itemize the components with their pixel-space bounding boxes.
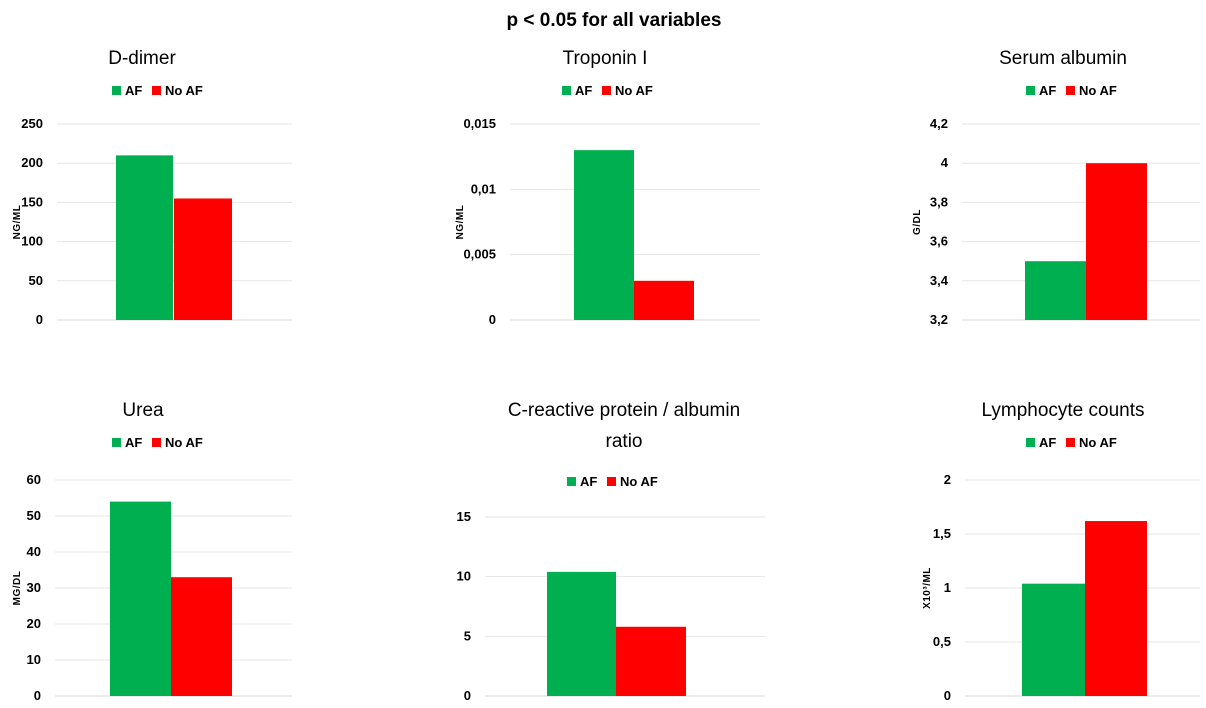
chart-title: D-dimer [108, 48, 176, 69]
chart-2: Troponin I AF No AF 0 0,005 0,01 0,015 NG/ML [455, 48, 760, 327]
legend-label: AF [125, 83, 142, 98]
legend-label: AF [575, 83, 592, 98]
y-tick-label: 4 [941, 155, 949, 170]
legend-swatch-no-af [1066, 438, 1075, 447]
bar-no-af [1085, 521, 1147, 696]
y-tick-label: 10 [457, 569, 471, 584]
y-tick-label: 150 [21, 194, 43, 209]
bar-af [547, 571, 616, 696]
legend-swatch-af [1026, 438, 1035, 447]
legend-label: No AF [620, 474, 658, 489]
y-tick-label: 0 [34, 688, 41, 703]
legend-label: AF [580, 474, 597, 489]
y-tick-label: 20 [27, 616, 41, 631]
y-tick-label: 50 [29, 273, 43, 288]
legend-label: AF [1039, 435, 1056, 450]
bar-af [116, 155, 173, 320]
y-tick-label: 250 [21, 116, 43, 131]
y-tick-label: 0 [944, 688, 951, 703]
y-axis-label: NG/ML [12, 205, 23, 240]
chart-3: Serum albumin AF No AF 3,2 3,4 3,6 3,8 4 4,2 G/DL [912, 48, 1200, 327]
legend-swatch-af [567, 477, 576, 486]
figure-supertitle: p < 0.05 for all variables [507, 10, 722, 31]
bar-no-af [616, 626, 686, 696]
legend: AF No AF [112, 435, 203, 450]
chart-1: D-dimer AF No AF 0 50 100 150 200 250 NG/ML [12, 48, 292, 327]
y-tick-label: 4,2 [930, 116, 948, 131]
legend-swatch-af [562, 86, 571, 95]
legend: AF No AF [567, 474, 658, 489]
legend: AF No AF [1026, 435, 1117, 450]
legend-label: No AF [165, 83, 203, 98]
legend-swatch-no-af [607, 477, 616, 486]
chart-title: Lymphocyte counts [982, 400, 1145, 421]
legend-swatch-no-af [152, 438, 161, 447]
y-tick-label: 0,5 [933, 634, 951, 649]
chart-title: C-reactive protein / albumin [508, 400, 740, 421]
y-tick-label: 3,8 [930, 194, 948, 209]
y-tick-label: 30 [27, 580, 41, 595]
legend-label: No AF [1079, 83, 1117, 98]
y-tick-label: 0 [36, 312, 43, 327]
y-tick-label: 3,2 [930, 312, 948, 327]
y-tick-label: 200 [21, 155, 43, 170]
chart-title: ratio [606, 431, 643, 452]
chart-5: C-reactive protein / albumin ratio AF No AF… [457, 400, 765, 703]
bar-no-af [634, 280, 694, 320]
y-tick-label: 60 [27, 472, 41, 487]
legend-swatch-af [1026, 86, 1035, 95]
y-tick-label: 0,005 [463, 247, 496, 262]
y-tick-label: 10 [27, 652, 41, 667]
legend-swatch-af [112, 86, 121, 95]
y-axis-label: MG/DL [12, 571, 23, 606]
bar-no-af [174, 198, 232, 320]
legend-swatch-no-af [152, 86, 161, 95]
legend: AF No AF [112, 83, 203, 98]
legend: AF No AF [1026, 83, 1117, 98]
y-tick-label: 40 [27, 544, 41, 559]
y-tick-label: 0,015 [463, 116, 496, 131]
y-axis-label: NG/ML [455, 205, 466, 240]
legend-label: No AF [165, 435, 203, 450]
legend-label: AF [125, 435, 142, 450]
chart-6: Lymphocyte counts AF No AF 0 0,5 1 1,5 2 X10³/ML [922, 400, 1200, 703]
y-axis-label: X10³/ML [922, 567, 933, 609]
bar-af [1022, 583, 1085, 696]
legend-label: AF [1039, 83, 1056, 98]
chart-4: Urea AF No AF 0 10 20 30 40 50 60 MG/DL [12, 400, 292, 703]
chart-title: Troponin I [563, 48, 648, 69]
bar-no-af [1086, 163, 1147, 320]
bar-af [1025, 261, 1086, 320]
bar-af [574, 150, 634, 320]
legend-swatch-no-af [1066, 86, 1075, 95]
y-tick-label: 1,5 [933, 526, 951, 541]
legend-swatch-no-af [602, 86, 611, 95]
y-tick-label: 0 [464, 688, 471, 703]
y-tick-label: 2 [944, 472, 951, 487]
legend-label: No AF [1079, 435, 1117, 450]
y-tick-label: 3,4 [930, 273, 949, 288]
y-tick-label: 0 [489, 312, 496, 327]
bar-af [110, 501, 171, 696]
legend-label: No AF [615, 83, 653, 98]
legend-swatch-af [112, 438, 121, 447]
y-tick-label: 5 [464, 628, 471, 643]
legend: AF No AF [562, 83, 653, 98]
y-axis-label: G/DL [912, 209, 923, 235]
y-tick-label: 0,01 [471, 181, 496, 196]
bar-no-af [171, 577, 232, 696]
chart-title: Serum albumin [999, 48, 1127, 69]
y-tick-label: 50 [27, 508, 41, 523]
chart-title: Urea [122, 400, 164, 421]
y-tick-label: 3,6 [930, 234, 948, 249]
y-tick-label: 100 [21, 234, 43, 249]
y-tick-label: 15 [457, 509, 471, 524]
y-tick-label: 1 [944, 580, 951, 595]
